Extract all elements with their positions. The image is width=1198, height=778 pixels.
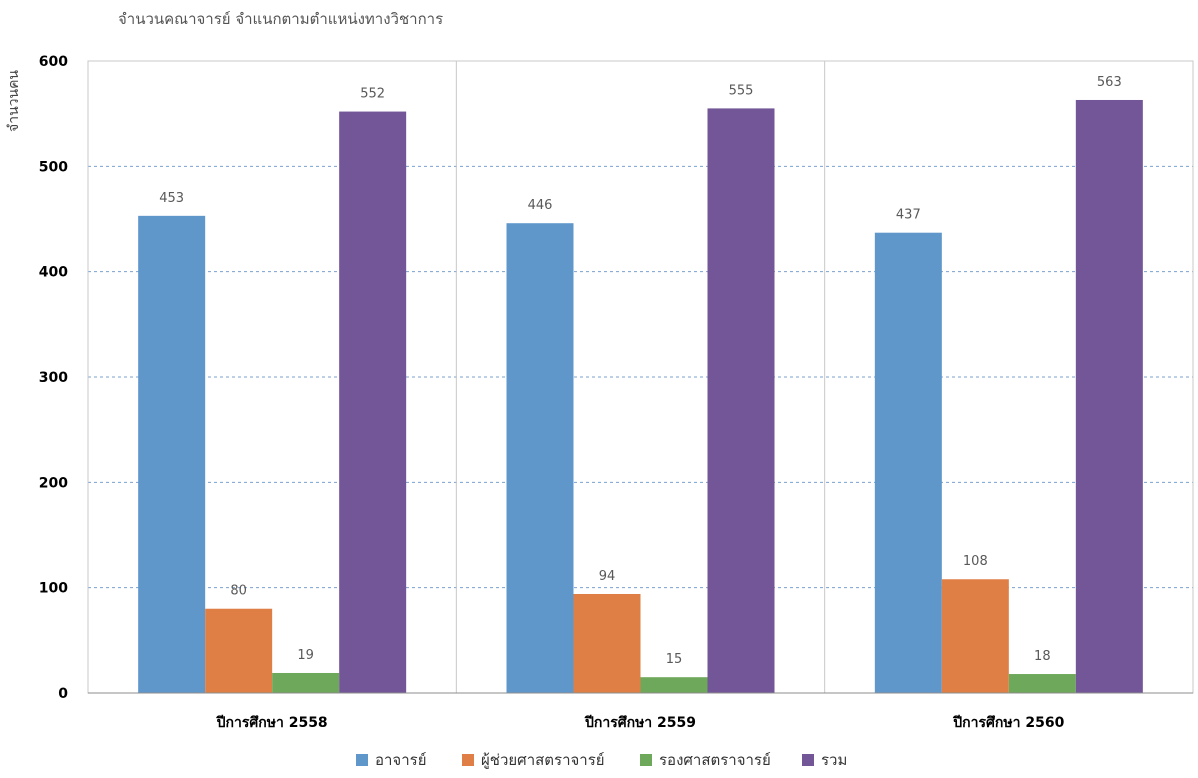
- data-label: 94: [599, 569, 616, 584]
- y-axis-label: จำนวนคน: [6, 70, 22, 132]
- legend-label: รองศาสตราจารย์: [659, 751, 771, 769]
- x-tick-label: ปีการศึกษา 2559: [583, 714, 696, 731]
- legend-swatch: [640, 754, 652, 766]
- y-tick-label: 600: [39, 54, 68, 70]
- data-label: 19: [297, 648, 314, 663]
- y-tick-label: 300: [39, 370, 68, 386]
- legend-swatch: [356, 754, 368, 766]
- data-label: 453: [159, 191, 184, 206]
- data-label: 555: [729, 83, 754, 98]
- bar: [1075, 99, 1143, 694]
- bar: [640, 677, 708, 693]
- data-label: 437: [896, 208, 921, 223]
- bar: [707, 108, 775, 693]
- y-tick-label: 100: [39, 581, 68, 597]
- legend-label: อาจารย์: [375, 751, 427, 769]
- legend-label: ผู้ช่วยศาสตราจารย์: [481, 751, 605, 769]
- bar: [205, 608, 273, 693]
- y-tick-label: 500: [39, 159, 68, 175]
- bar: [573, 593, 641, 693]
- chart-title: จำนวนคณาจารย์ จำแนกตามตำแหน่งทางวิชาการ: [118, 10, 443, 28]
- x-tick-label: ปีการศึกษา 2558: [215, 714, 328, 731]
- data-label: 80: [230, 584, 247, 599]
- bar: [1008, 674, 1076, 693]
- legend-label: รวม: [821, 751, 847, 769]
- bar: [874, 232, 942, 693]
- bar: [941, 579, 1009, 693]
- y-tick-label: 0: [58, 686, 68, 702]
- data-label: 563: [1097, 75, 1122, 90]
- y-tick-label: 400: [39, 265, 68, 281]
- data-label: 15: [666, 652, 683, 667]
- bar: [138, 215, 206, 693]
- bars: [138, 99, 1143, 694]
- legend-swatch: [802, 754, 814, 766]
- legend: อาจารย์ ผู้ช่วยศาสตราจารย์ รองศาสตราจารย์ ร…: [356, 751, 847, 769]
- legend-swatch: [462, 754, 474, 766]
- data-label: 18: [1034, 649, 1051, 664]
- bar: [272, 672, 340, 693]
- bar: [339, 111, 407, 693]
- axes: 0 100 200 300 400 500 600 ปีการศึกษา 2558 ปีการศ…: [39, 54, 1194, 731]
- y-tick-label: 200: [39, 475, 68, 491]
- data-labels: 453 80 19 552 446 94 15 555 437 108 18 563: [159, 75, 1121, 667]
- bar: [506, 223, 574, 694]
- data-label: 446: [528, 198, 553, 213]
- data-label: 108: [963, 554, 988, 569]
- x-tick-label: ปีการศึกษา 2560: [952, 714, 1065, 731]
- data-label: 552: [360, 87, 385, 102]
